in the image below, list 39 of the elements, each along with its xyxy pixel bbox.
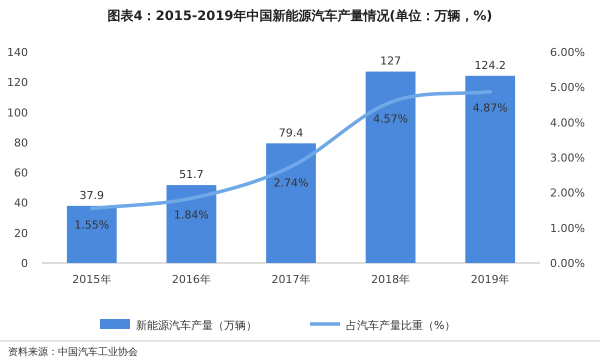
data-label: 127 (380, 54, 402, 68)
legend-label: 占汽车产量比重（%） (346, 319, 456, 332)
y-tick-label: 0 (21, 257, 28, 270)
y2-tick-label: 1.00% (550, 222, 585, 235)
bar (266, 143, 316, 263)
data-label: 2.74% (274, 176, 308, 190)
x-tick-label: 2019年 (470, 273, 510, 286)
y2-tick-label: 2.00% (550, 186, 585, 200)
x-tick-label: 2016年 (172, 273, 211, 286)
legend-label: 新能源汽车产量（万辆） (136, 319, 257, 332)
data-label: 1.55% (74, 218, 110, 232)
data-label: 124.2 (474, 58, 506, 72)
x-tick-label: 2017年 (272, 273, 310, 286)
y2-tick-label: 4.00% (550, 116, 585, 130)
y-tick-label: 140 (7, 46, 28, 59)
y2-tick-label: 0.00% (550, 257, 585, 270)
data-label: 4.57% (373, 112, 408, 126)
bar (166, 185, 216, 263)
y-tick-label: 80 (14, 136, 28, 150)
x-tick-label: 2015年 (72, 273, 112, 286)
bar (465, 76, 516, 263)
data-label: 4.87% (472, 102, 508, 115)
y2-tick-label: 5.00% (550, 81, 585, 94)
y2-tick-label: 6.00% (550, 46, 585, 59)
y-tick-label: 20 (14, 226, 28, 240)
y-tick-label: 120 (7, 76, 28, 90)
y2-tick-label: 3.00% (550, 152, 585, 164)
bar (366, 72, 416, 263)
data-label: 51.7 (179, 168, 204, 182)
bar (66, 206, 117, 263)
y-tick-label: 40 (14, 196, 28, 210)
data-label: 79.4 (278, 126, 304, 140)
y-tick-label: 60 (14, 166, 28, 180)
data-label: 1.84% (174, 208, 209, 222)
y-tick-label: 100 (7, 106, 28, 120)
x-tick-label: 2018年 (371, 273, 410, 286)
chart-title: 图表4：2015-2019年中国新能源汽车产量情况(单位：万辆，%) (108, 8, 492, 24)
text: 资料来源：中国汽车工业协会 (8, 346, 138, 358)
data-label: 37.9 (80, 188, 104, 202)
